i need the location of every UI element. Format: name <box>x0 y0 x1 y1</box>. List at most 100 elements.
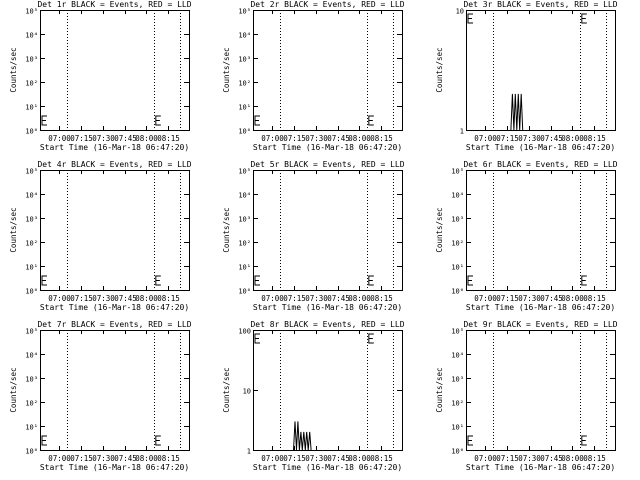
y-tick-label: 10³ <box>451 376 464 384</box>
x-tick-label: 07:00 <box>261 134 284 143</box>
range-marker-glyph <box>581 275 587 286</box>
x-tick-label: 07:45 <box>540 454 563 463</box>
y-axis-label: Counts/sec <box>9 207 18 252</box>
y-tick-label: 10⁰ <box>451 448 464 456</box>
y-tick-label: 10⁰ <box>451 288 464 296</box>
y-tick-label: 10⁴ <box>238 192 251 200</box>
y-tick-label: 10³ <box>25 376 38 384</box>
panel-title: Det 3r BLACK = Events, RED = LLD <box>463 0 617 9</box>
y-tick-label: 10⁵ <box>238 168 251 176</box>
y-axis-label: Counts/sec <box>435 207 444 252</box>
plot-frame <box>40 10 190 131</box>
y-tick-label: 10⁰ <box>238 288 251 296</box>
y-tick-label: 10¹ <box>25 424 38 432</box>
x-tick-label: 08:00 <box>561 294 584 303</box>
x-tick-label: 08:00 <box>561 454 584 463</box>
x-tick-label: 07:45 <box>540 134 563 143</box>
range-marker-glyph <box>581 435 587 446</box>
x-tick-label: 08:15 <box>370 454 393 463</box>
y-tick-label: 10² <box>238 240 251 248</box>
panel-title: Det 2r BLACK = Events, RED = LLD <box>250 0 404 9</box>
x-tick-label: 07:15 <box>283 294 306 303</box>
x-tick-label: 07:30 <box>92 134 115 143</box>
x-tick-label: 08:15 <box>583 134 606 143</box>
x-tick-label: 07:30 <box>518 454 541 463</box>
y-tick-label: 10⁰ <box>25 128 38 136</box>
y-tick-label: 10 <box>243 388 251 396</box>
y-tick-label: 10¹ <box>25 104 38 112</box>
range-marker-glyph <box>41 435 47 446</box>
y-tick-label: 10³ <box>25 56 38 64</box>
range-marker-glyph <box>254 275 260 286</box>
range-marker-glyph <box>41 275 47 286</box>
panel-title: Det 9r BLACK = Events, RED = LLD <box>463 320 617 329</box>
y-tick-label: 10⁴ <box>451 192 464 200</box>
y-tick-label: 10¹ <box>451 424 464 432</box>
y-axis-label: Counts/sec <box>9 367 18 412</box>
y-tick-label: 100 <box>238 328 251 336</box>
range-marker-glyph <box>467 13 473 24</box>
y-tick-label: 10² <box>25 240 38 248</box>
x-tick-label: 07:45 <box>114 294 137 303</box>
y-axis-label: Counts/sec <box>435 47 444 92</box>
range-marker-glyph <box>41 115 47 126</box>
y-tick-label: 10⁴ <box>451 352 464 360</box>
y-tick-label: 10⁰ <box>25 288 38 296</box>
plot-frame <box>466 170 616 291</box>
y-tick-label: 10⁴ <box>25 352 38 360</box>
y-tick-label: 10⁵ <box>25 8 38 16</box>
x-tick-label: 07:45 <box>327 454 350 463</box>
x-tick-label: 08:00 <box>348 294 371 303</box>
range-marker-glyph <box>254 115 260 126</box>
panel-title: Det 8r BLACK = Events, RED = LLD <box>250 320 404 329</box>
y-tick-label: 10² <box>451 240 464 248</box>
plot-frame <box>253 330 403 451</box>
y-tick-label: 10¹ <box>238 264 251 272</box>
range-marker-glyph <box>368 115 374 126</box>
x-tick-label: 07:15 <box>70 454 93 463</box>
x-tick-label: 07:15 <box>496 294 519 303</box>
x-tick-label: 08:00 <box>561 134 584 143</box>
x-axis-label: Start Time (16-Mar-18 06:47:20) <box>466 303 615 312</box>
x-tick-label: 07:15 <box>496 454 519 463</box>
x-tick-label: 08:15 <box>370 134 393 143</box>
x-tick-label: 07:30 <box>305 294 328 303</box>
y-tick-label: 10⁵ <box>238 8 251 16</box>
y-axis-label: Counts/sec <box>9 47 18 92</box>
x-tick-label: 07:30 <box>305 454 328 463</box>
events-series-line <box>293 421 312 451</box>
x-axis-label: Start Time (16-Mar-18 06:47:20) <box>466 463 615 472</box>
y-tick-label: 10² <box>25 80 38 88</box>
x-tick-label: 08:15 <box>157 454 180 463</box>
x-tick-label: 07:15 <box>283 454 306 463</box>
x-tick-label: 07:15 <box>70 134 93 143</box>
x-tick-label: 07:15 <box>496 134 519 143</box>
x-tick-label: 08:15 <box>583 294 606 303</box>
range-marker-glyph <box>155 275 161 286</box>
y-tick-label: 10² <box>25 400 38 408</box>
panel-title: Det 4r BLACK = Events, RED = LLD <box>37 160 191 169</box>
panel-title: Det 6r BLACK = Events, RED = LLD <box>463 160 617 169</box>
range-marker-glyph <box>467 275 473 286</box>
x-axis-label: Start Time (16-Mar-18 06:47:20) <box>253 143 402 152</box>
y-tick-label: 10 <box>456 8 464 16</box>
y-tick-label: 10⁵ <box>25 168 38 176</box>
panel-title: Det 5r BLACK = Events, RED = LLD <box>250 160 404 169</box>
x-axis-label: Start Time (16-Mar-18 06:47:20) <box>40 303 189 312</box>
y-axis-label: Counts/sec <box>222 207 231 252</box>
x-tick-label: 08:00 <box>135 294 158 303</box>
x-tick-label: 07:00 <box>474 294 497 303</box>
x-tick-label: 07:00 <box>261 454 284 463</box>
y-tick-label: 10⁵ <box>25 328 38 336</box>
y-tick-label: 10³ <box>238 216 251 224</box>
panel-title: Det 1r BLACK = Events, RED = LLD <box>37 0 191 9</box>
x-tick-label: 07:00 <box>48 454 71 463</box>
y-tick-label: 10³ <box>25 216 38 224</box>
y-tick-label: 10³ <box>451 216 464 224</box>
y-tick-label: 10³ <box>238 56 251 64</box>
x-tick-label: 07:30 <box>92 294 115 303</box>
y-tick-label: 1 <box>460 128 464 136</box>
x-tick-label: 07:30 <box>518 134 541 143</box>
x-tick-label: 08:00 <box>348 454 371 463</box>
